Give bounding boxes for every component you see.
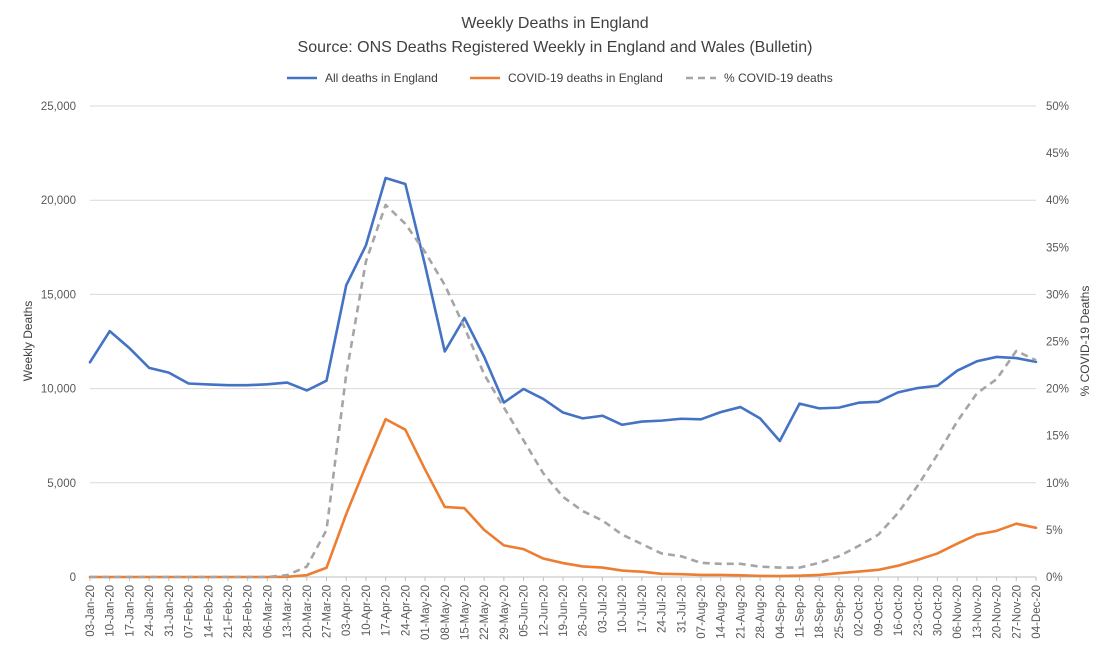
x-tick-label: 07-Aug-20 xyxy=(696,585,708,639)
x-tick-label: 15-May-20 xyxy=(459,585,471,640)
x-tick-label: 31-Jul-20 xyxy=(676,585,688,633)
y-axis-left-label: Weekly Deaths xyxy=(21,301,35,381)
y-tick-label-right: 10% xyxy=(1046,478,1069,490)
y-tick-label-right: 35% xyxy=(1046,242,1069,254)
x-tick-label: 24-Jul-20 xyxy=(657,585,669,633)
x-tick-label: 27-Mar-20 xyxy=(322,585,334,638)
legend-label: All deaths in England xyxy=(325,71,438,85)
x-tick-label: 23-Oct-20 xyxy=(913,585,925,636)
x-tick-label: 17-Jan-20 xyxy=(124,585,136,637)
x-tick-label: 20-Mar-20 xyxy=(302,585,314,638)
x-tick-label: 21-Aug-20 xyxy=(735,585,747,639)
legend-label: % COVID-19 deaths xyxy=(724,71,833,85)
x-tick-label: 24-Apr-20 xyxy=(400,585,412,636)
x-tick-label: 21-Feb-20 xyxy=(223,585,235,638)
y-tick-label-right: 20% xyxy=(1046,384,1069,396)
legend-label: COVID-19 deaths in England xyxy=(508,71,663,85)
y-tick-label-left: 25,000 xyxy=(41,101,76,113)
y-tick-label-right: 25% xyxy=(1046,337,1069,349)
y-tick-label-right: 40% xyxy=(1046,195,1069,207)
x-tick-label: 04-Dec-20 xyxy=(1031,585,1043,639)
x-tick-label: 12-Jun-20 xyxy=(538,585,550,637)
x-tick-label: 19-Jun-20 xyxy=(558,585,570,637)
x-tick-label: 22-May-20 xyxy=(479,585,491,640)
chart-title: Weekly Deaths in England xyxy=(461,15,648,32)
x-tick-label: 10-Apr-20 xyxy=(361,585,373,636)
x-tick-label: 31-Jan-20 xyxy=(164,585,176,637)
y-tick-label-right: 30% xyxy=(1046,289,1069,301)
x-tick-label: 29-May-20 xyxy=(499,585,511,640)
x-tick-label: 20-Nov-20 xyxy=(992,585,1004,639)
series-line-1 xyxy=(88,176,1038,443)
x-tick-label: 06-Nov-20 xyxy=(952,585,964,639)
x-tick-label: 03-Jul-20 xyxy=(597,585,609,633)
y-axis-right-label: % COVID-19 Deaths xyxy=(1078,286,1092,397)
x-tick-label: 25-Sep-20 xyxy=(834,585,846,639)
series-group xyxy=(88,176,1038,579)
legend: All deaths in England COVID-19 deaths in … xyxy=(287,71,833,85)
x-tick-label: 13-Mar-20 xyxy=(282,585,294,638)
x-tick-label: 26-Jun-20 xyxy=(578,585,590,637)
y-tick-label-right: 5% xyxy=(1046,525,1063,537)
x-tick-label: 17-Jul-20 xyxy=(637,585,649,633)
chart-subtitle: Source: ONS Deaths Registered Weekly in … xyxy=(298,39,813,56)
y-axis-right-ticks: 0% 5% 10% 15% 20% 25% 30% 35% 40% 45% 50% xyxy=(1046,101,1069,584)
y-tick-label-left: 10,000 xyxy=(41,384,76,396)
x-tick-label: 07-Feb-20 xyxy=(184,585,196,638)
x-tick-label: 18-Sep-20 xyxy=(814,585,826,639)
x-tick-label: 05-Jun-20 xyxy=(519,585,531,637)
x-tick-label: 14-Aug-20 xyxy=(716,585,728,639)
x-tick-label: 13-Nov-20 xyxy=(972,585,984,639)
x-axis-ticks: 03-Jan-20 10-Jan-20 17-Jan-20 24-Jan-20 31-J… xyxy=(85,577,1043,640)
y-tick-label-right: 50% xyxy=(1046,101,1069,113)
x-tick-label: 27-Nov-20 xyxy=(1011,585,1023,639)
x-tick-label: 06-Mar-20 xyxy=(262,585,274,638)
x-tick-label: 08-May-20 xyxy=(440,585,452,640)
x-tick-label: 10-Jan-20 xyxy=(105,585,117,637)
x-tick-label: 09-Oct-20 xyxy=(873,585,885,636)
x-tick-label: 01-May-20 xyxy=(420,585,432,640)
x-tick-label: 17-Apr-20 xyxy=(381,585,393,636)
x-tick-label: 10-Jul-20 xyxy=(617,585,629,633)
y-axis-left-ticks: 0 5,000 10,000 15,000 20,000 25,000 xyxy=(41,101,76,584)
x-tick-label: 24-Jan-20 xyxy=(144,585,156,637)
y-tick-label-left: 15,000 xyxy=(41,289,76,301)
x-tick-label: 16-Oct-20 xyxy=(893,585,905,636)
x-tick-label: 28-Aug-20 xyxy=(755,585,767,639)
y-tick-label-left: 20,000 xyxy=(41,195,76,207)
y-tick-label-right: 15% xyxy=(1046,431,1069,443)
x-tick-label: 02-Oct-20 xyxy=(854,585,866,636)
y-tick-label-right: 0% xyxy=(1046,572,1063,584)
y-tick-label-left: 0 xyxy=(70,572,76,584)
x-tick-label: 04-Sep-20 xyxy=(775,585,787,639)
x-tick-label: 14-Feb-20 xyxy=(203,585,215,638)
x-tick-label: 11-Sep-20 xyxy=(795,585,807,638)
x-tick-label: 28-Feb-20 xyxy=(243,585,255,638)
x-tick-label: 03-Jan-20 xyxy=(85,585,97,637)
gridlines xyxy=(90,105,1036,578)
y-tick-label-right: 45% xyxy=(1046,148,1069,160)
series-line-3 xyxy=(90,203,1037,579)
y-tick-label-left: 5,000 xyxy=(47,478,76,490)
x-tick-label: 30-Oct-20 xyxy=(932,585,944,636)
x-tick-label: 03-Apr-20 xyxy=(341,585,353,636)
